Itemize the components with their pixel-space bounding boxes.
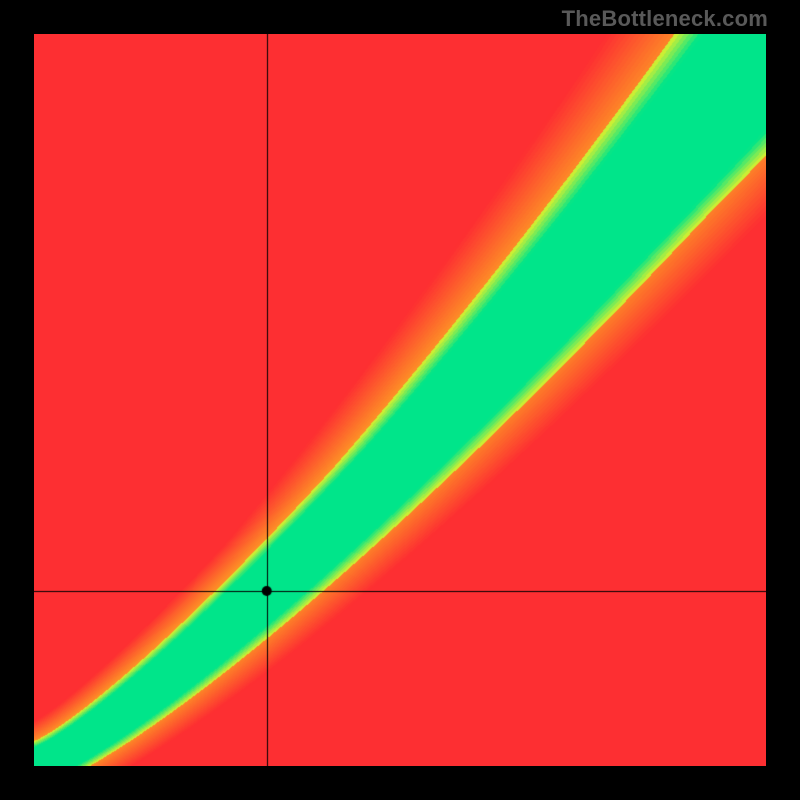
heatmap-plot xyxy=(34,34,766,766)
heatmap-canvas xyxy=(34,34,766,766)
watermark-text: TheBottleneck.com xyxy=(562,6,768,32)
chart-container: TheBottleneck.com xyxy=(0,0,800,800)
